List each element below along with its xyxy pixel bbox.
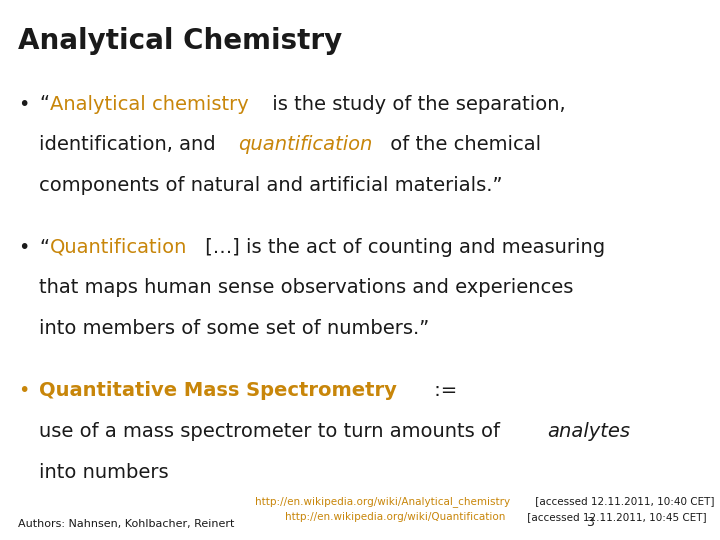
Text: Analytical Chemistry: Analytical Chemistry: [18, 27, 343, 55]
Text: use of a mass spectrometer to turn amounts of: use of a mass spectrometer to turn amoun…: [40, 422, 507, 441]
Text: components of natural and artificial materials.”: components of natural and artificial mat…: [40, 176, 503, 194]
Text: Analytical chemistry: Analytical chemistry: [50, 94, 249, 113]
Text: of the chemical: of the chemical: [384, 135, 541, 154]
Text: Quantitative Mass Spectrometry: Quantitative Mass Spectrometry: [40, 381, 397, 400]
Text: identification, and: identification, and: [40, 135, 222, 154]
Text: http://en.wikipedia.org/wiki/Quantification: http://en.wikipedia.org/wiki/Quantificat…: [285, 512, 505, 522]
Text: Quantification: Quantification: [50, 238, 188, 256]
Text: http://en.wikipedia.org/wiki/Analytical_chemistry: http://en.wikipedia.org/wiki/Analytical_…: [255, 496, 510, 507]
Text: […] is the act of counting and measuring: […] is the act of counting and measuring: [199, 238, 606, 256]
Text: is the study of the separation,: is the study of the separation,: [266, 94, 566, 113]
Text: that maps human sense observations and experiences: that maps human sense observations and e…: [40, 278, 574, 297]
Text: [accessed 12.11.2011, 10:40 CET]: [accessed 12.11.2011, 10:40 CET]: [531, 496, 714, 506]
Text: :=: :=: [428, 381, 457, 400]
Text: into numbers: into numbers: [40, 463, 169, 482]
Text: •: •: [18, 381, 30, 400]
Text: [accessed 12.11.2011, 10:45 CET]: [accessed 12.11.2011, 10:45 CET]: [524, 512, 707, 522]
Text: Authors: Nahnsen, Kohlbacher, Reinert: Authors: Nahnsen, Kohlbacher, Reinert: [18, 519, 235, 529]
Text: “: “: [40, 238, 50, 256]
Text: “: “: [40, 94, 50, 113]
Text: into members of some set of numbers.”: into members of some set of numbers.”: [40, 319, 430, 338]
Text: analytes: analytes: [547, 422, 630, 441]
Text: quantification: quantification: [238, 135, 372, 154]
Text: 3: 3: [586, 516, 594, 529]
Text: •: •: [18, 94, 30, 113]
Text: •: •: [18, 238, 30, 256]
